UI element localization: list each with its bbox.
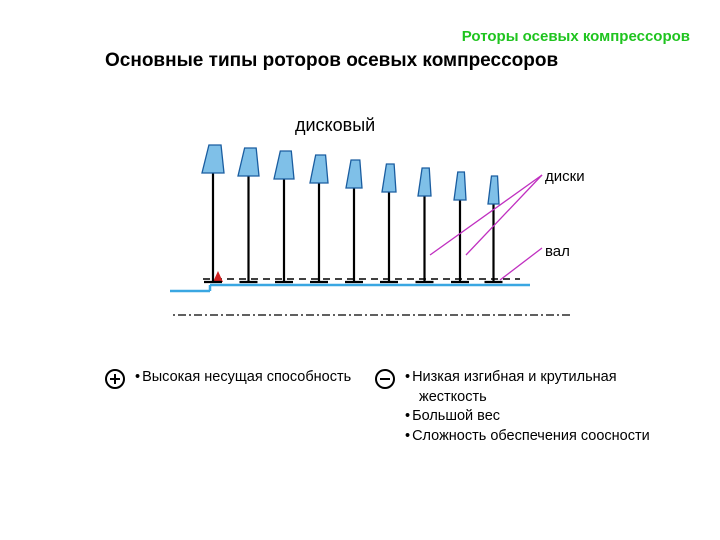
label-disks: диски — [545, 168, 585, 185]
page-category: Роторы осевых компрессоров — [462, 28, 690, 45]
plus-icon — [105, 369, 125, 389]
label-shaft: вал — [545, 243, 570, 260]
cons-column: Низкая изгибная и крутильная жесткость Б… — [375, 368, 690, 446]
con-item-cont: жесткость — [419, 388, 650, 408]
con-item: Низкая изгибная и крутильная — [405, 368, 650, 388]
minus-icon — [375, 369, 395, 389]
con-item: Сложность обеспечения соосности — [405, 427, 650, 447]
con-item: Большой вес — [405, 407, 650, 427]
rotor-diagram — [170, 140, 570, 340]
page-title: Основные типы роторов осевых компрессоро… — [105, 50, 558, 72]
rotor-subtype: дисковый — [295, 115, 375, 136]
pro-item: Высокая несущая способность — [135, 368, 351, 388]
pros-column: Высокая несущая способность — [105, 368, 375, 446]
